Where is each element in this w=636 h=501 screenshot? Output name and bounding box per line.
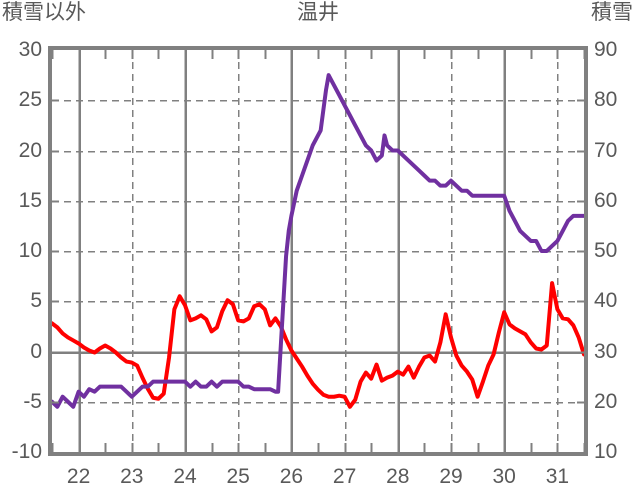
y-axis-right-tick-label: 50 [594, 239, 618, 262]
y-axis-right-tick-label: 30 [594, 339, 618, 363]
right-axis-header: 積雪 [591, 1, 633, 24]
y-axis-left-tick-label: 10 [18, 239, 42, 262]
y-axis-right-tick-label: 60 [594, 188, 618, 212]
y-axis-left-tick-label: 0 [30, 339, 42, 363]
y-axis-right-tick-label: 20 [594, 389, 618, 413]
y-axis-right-tick-label: 40 [594, 289, 618, 313]
plot-area [48, 46, 588, 456]
y-axis-left-tick-label: 5 [30, 289, 42, 313]
y-axis-right-tick-label: 10 [594, 440, 618, 463]
x-axis-tick-label: 25 [226, 465, 250, 488]
chart-gridlines [52, 50, 584, 452]
y-axis-right-tick-label: 70 [594, 138, 618, 162]
chart-series [52, 73, 584, 409]
x-axis-tick-label: 24 [173, 465, 197, 488]
x-axis-tick-label: 27 [332, 465, 357, 488]
y-axis-left-tick-label: 25 [18, 88, 42, 112]
y-axis-left-tick-label: 20 [18, 138, 42, 162]
left-axis-header: 積雪以外 [2, 1, 86, 24]
series-line [52, 281, 584, 409]
y-axis-right-tick-label: 90 [594, 38, 618, 61]
series-line [52, 73, 584, 409]
y-axis-right-tick-label: 80 [594, 88, 618, 112]
y-axis-left-tick-label: 15 [18, 188, 42, 212]
x-axis-tick-label: 28 [386, 465, 410, 488]
page-title: 温井 [297, 1, 339, 24]
x-axis-tick-label: 30 [492, 465, 516, 488]
x-axis-tick-label: 26 [279, 465, 304, 488]
y-axis-left-tick-label: 30 [18, 38, 42, 61]
x-axis-tick-label: 29 [439, 465, 463, 488]
y-axis-left-tick-label: -5 [23, 389, 42, 413]
y-axis-left-tick-label: -10 [11, 440, 42, 463]
x-axis-tick-label: 31 [545, 465, 570, 488]
x-axis-tick-label: 23 [120, 465, 144, 488]
x-axis-tick-label: 22 [66, 465, 91, 488]
